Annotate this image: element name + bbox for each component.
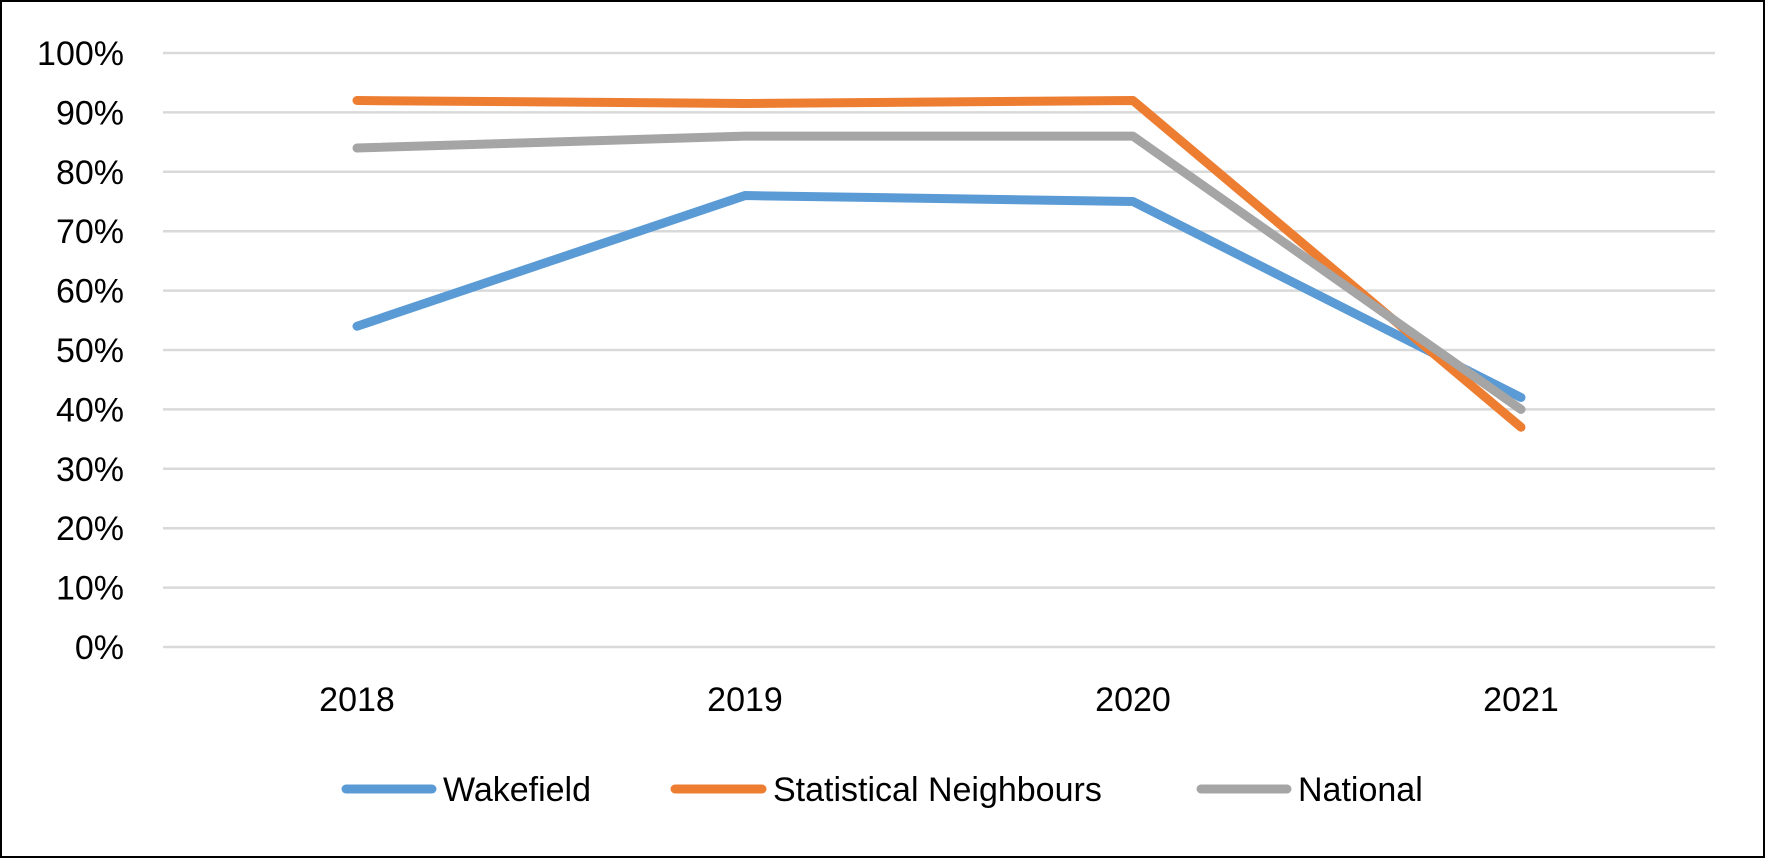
x-axis: 2018 2019 2020 2021: [319, 681, 1559, 719]
y-tick-label: 0%: [75, 629, 124, 667]
series-line-statistical-neighbours: [352, 96, 1526, 432]
legend-item-statistical-neighbours: Statistical Neighbours: [670, 771, 1102, 809]
y-axis: 0% 10% 20% 30% 40% 50% 60% 70% 80% 90% 100%: [37, 35, 124, 667]
legend-label: Statistical Neighbours: [773, 771, 1102, 809]
y-tick-label: 10%: [56, 570, 124, 608]
y-tick-label: 100%: [37, 35, 124, 73]
legend: Wakefield Statistical Neighbours National: [341, 771, 1423, 809]
y-tick-label: 30%: [56, 451, 124, 489]
x-tick-label: 2021: [1483, 681, 1559, 719]
y-tick-label: 50%: [56, 332, 124, 370]
y-tick-label: 40%: [56, 391, 124, 429]
x-tick-label: 2020: [1095, 681, 1171, 719]
series-line-national: [352, 131, 1526, 414]
legend-item-wakefield: Wakefield: [341, 771, 591, 809]
legend-label: Wakefield: [443, 771, 591, 809]
y-tick-label: 70%: [56, 213, 124, 251]
x-tick-label: 2019: [707, 681, 783, 719]
legend-label: National: [1298, 771, 1423, 809]
x-tick-label: 2018: [319, 681, 395, 719]
y-tick-label: 60%: [56, 273, 124, 311]
y-tick-label: 90%: [56, 94, 124, 132]
series-lines: [352, 96, 1526, 432]
series-line-wakefield: [352, 191, 1526, 403]
gridlines: [163, 51, 1715, 649]
y-tick-label: 80%: [56, 154, 124, 192]
legend-item-national: National: [1196, 771, 1423, 809]
y-tick-label: 20%: [56, 510, 124, 548]
